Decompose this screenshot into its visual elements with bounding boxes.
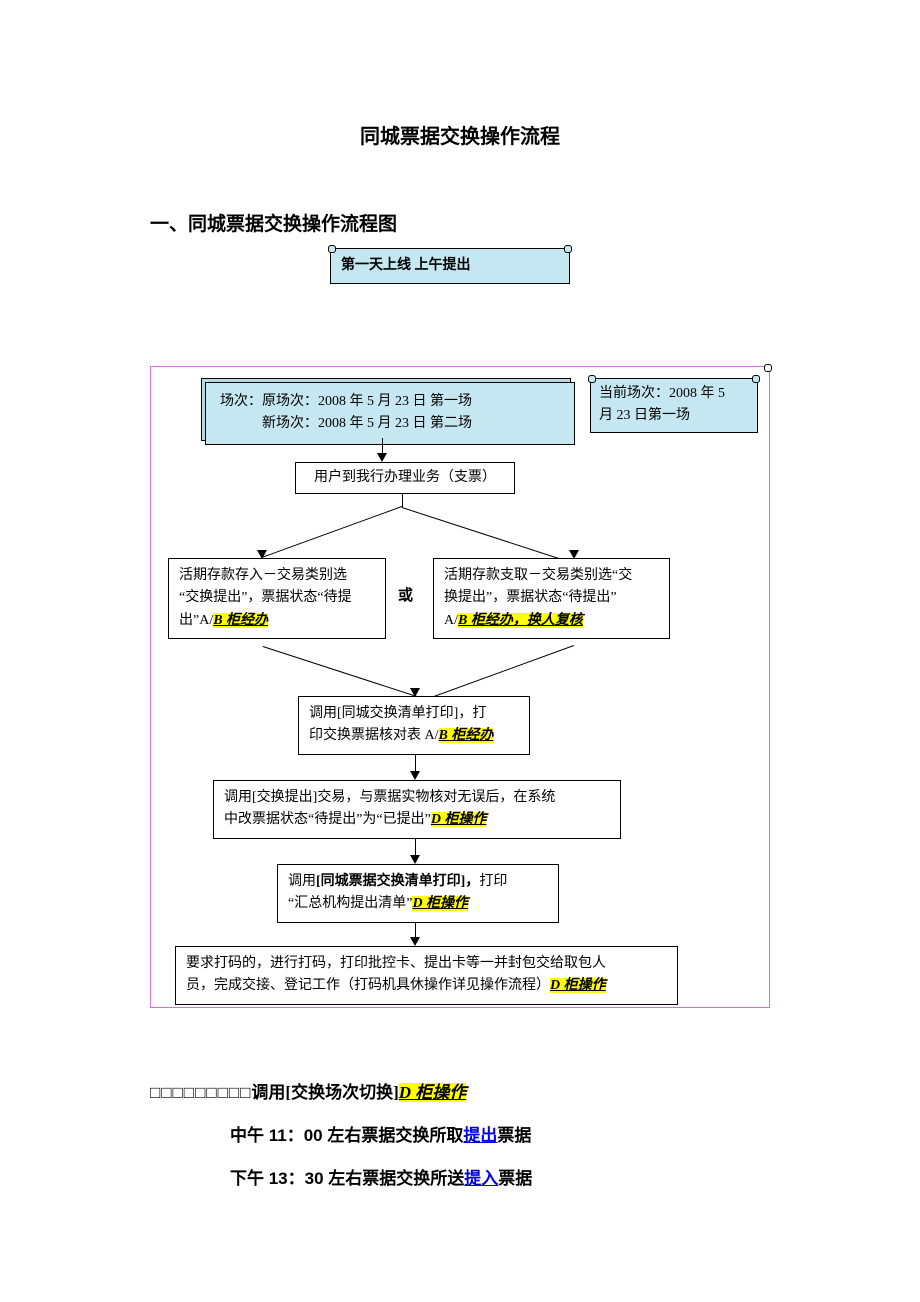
foot3-link: 提入 [464,1169,498,1188]
top-scroll-text: 第一天上线 上午提出 [341,258,471,273]
cur-line2: 月 23 日第一场 [599,405,749,427]
user-step-box: 用户到我行办理业务（支票） [295,462,515,494]
right-t3a: A/ [444,613,458,628]
print-t2a: 印交换票据核对表 A/ [309,728,439,743]
left-t3b: B 柜经办 [213,613,268,628]
p2-t2a: “汇总机构提出清单” [288,896,412,911]
bevel-line2: 新场次：2008 年 5 月 23 日 第二场 [220,413,560,435]
final-t2a: 员，完成交接、登记工作（打码机具休操作详见操作流程） [186,978,550,993]
exch-t1: 调用[交换提出]交易，与票据实物核对无误后，在系统 [224,787,610,809]
foot2-link: 提出 [463,1126,497,1145]
footer1-a: 调用[交换场次切换] [251,1083,398,1102]
footer-line-3: 下午 13：30 左右票据交换所送提入票据 [150,1164,770,1189]
exchange-submit-box: 调用[交换提出]交易，与票据实物核对无误后，在系统 中改票据状态“待提出”为“已… [213,780,621,839]
left-t1: 活期存款存入－交易类别选 [179,565,375,587]
foot2-b: 票据 [497,1126,531,1145]
cur-line1: 当前场次：2008 年 5 [599,383,749,405]
p2-t1b: [同城票据交换清单打印]， [316,874,479,889]
print-summary-box: 调用[同城票据交换清单打印]，打印 “汇总机构提出清单”D 柜操作 [277,864,559,923]
left-deposit-box: 活期存款存入－交易类别选 “交换提出”，票据状态“待提 出”A/B 柜经办 [168,558,386,639]
final-step-box: 要求打码的，进行打码，打印批控卡、提出卡等一并封包交给取包人 员，完成交接、登记… [175,946,678,1005]
right-withdraw-box: 活期存款支取－交易类别选“交 换提出”，票据状态“待提出” A/B 柜经办，换人… [433,558,670,639]
print-t2b: B 柜经办 [439,728,494,743]
foot2-a: 中午 11：00 左右票据交换所取 [230,1126,463,1145]
footer-line-2: 中午 11：00 左右票据交换所取提出票据 [150,1121,770,1146]
left-t3a: 出”A/ [179,613,213,628]
foot3-a: 下午 13：30 左右票据交换所送 [230,1169,464,1188]
right-t2: 换提出”，票据状态“待提出” [444,587,659,609]
section-subtitle: 一、同城票据交换操作流程图 [150,209,770,236]
print-checklist-box: 调用[同城交换清单打印]，打 印交换票据核对表 A/B 柜经办 [298,696,530,755]
exch-t2a: 中改票据状态“待提出”为“已提出” [224,812,431,827]
bevel-line1: 场次：原场次：2008 年 5 月 23 日 第一场 [220,391,560,413]
p2-t1a: 调用 [288,874,316,889]
left-t2: “交换提出”，票据状态“待提 [179,587,375,609]
exch-t2b: D 柜操作 [431,812,487,827]
footer1-boxes: □□□□□□□□□ [150,1083,251,1102]
top-scroll-box: 第一天上线 上午提出 [330,248,570,284]
right-t1: 活期存款支取－交易类别选“交 [444,565,659,587]
final-t1: 要求打码的，进行打码，打印批控卡、提出卡等一并封包交给取包人 [186,953,667,975]
p2-t1c: 打印 [479,874,507,889]
document-title: 同城票据交换操作流程 [150,120,770,149]
flowchart-canvas: 第一天上线 上午提出 场次：原场次：2008 年 5 月 23 日 第一场 新场… [150,248,770,1048]
right-t3b: B 柜经办，换人复核 [458,613,583,628]
print-t1: 调用[同城交换清单打印]，打 [309,703,519,725]
current-session-scroll: 当前场次：2008 年 5 月 23 日第一场 [590,378,758,433]
final-t2b: D 柜操作 [550,978,606,993]
or-label: 或 [398,584,413,605]
footer1-b: D 柜操作 [399,1083,467,1102]
p2-t2b: D 柜操作 [412,896,468,911]
session-bevel-box: 场次：原场次：2008 年 5 月 23 日 第一场 新场次：2008 年 5 … [205,382,575,445]
user-step-text: 用户到我行办理业务（支票） [314,470,496,485]
foot3-b: 票据 [498,1169,532,1188]
